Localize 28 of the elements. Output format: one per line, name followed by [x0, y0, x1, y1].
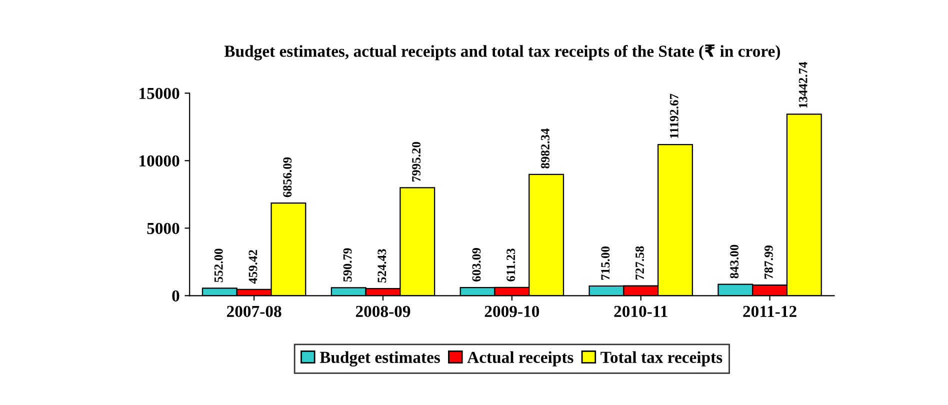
data-label: 11192.67: [670, 94, 678, 138]
chart-title: Budget estimates, actual receipts and total tax receipts of the State (₹ in crore): [224, 44, 780, 60]
data-label: 6856.09: [283, 157, 292, 198]
data-label: 8982.34: [540, 128, 550, 168]
x-tick-label: 2008-09: [356, 306, 410, 318]
y-tick-label: 0: [172, 290, 180, 302]
data-label: 524.43: [378, 249, 386, 283]
data-label: 603.09: [472, 248, 481, 282]
data-label: 727.58: [636, 246, 644, 280]
data-label: 590.79: [343, 248, 352, 282]
data-label: 13442.74: [798, 62, 808, 108]
x-tick-label: 2011-12: [743, 306, 796, 318]
data-label: 787.99: [764, 246, 773, 279]
y-tick-label: 10000: [140, 155, 180, 167]
data-label: 459.42: [248, 250, 258, 284]
data-label: 715.00: [601, 246, 610, 280]
data-label: 552.00: [214, 248, 223, 282]
legend-label: Total tax receipts: [600, 351, 722, 366]
legend-label: Actual receipts: [467, 351, 574, 366]
data-label: 843.00: [730, 244, 739, 278]
y-tick-label: 15000: [140, 88, 180, 100]
data-label: 611.23: [506, 248, 516, 282]
x-tick-label: 2007-08: [226, 306, 282, 318]
x-tick-label: 2009-10: [484, 306, 540, 318]
y-tick-label: 5000: [147, 222, 180, 234]
data-label: 7995.20: [412, 142, 421, 182]
x-tick-label: 2010-11: [614, 306, 668, 318]
legend-label: Budget estimates: [320, 351, 440, 366]
